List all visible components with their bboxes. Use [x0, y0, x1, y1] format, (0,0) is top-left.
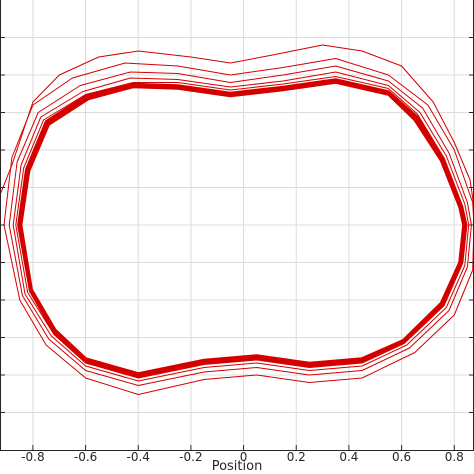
x-tick-label: 0.2	[287, 450, 306, 464]
x-tick-label: -0.6	[74, 450, 97, 464]
x-tick-label: -0.4	[127, 450, 150, 464]
trajectory-line	[0, 44, 474, 208]
x-axis-label: Position	[212, 459, 263, 474]
x-tick-label: -0.8	[21, 450, 44, 464]
trajectory-line	[12, 71, 470, 382]
x-tick-label: 0.8	[445, 450, 464, 464]
x-tick-label: 0.6	[392, 450, 411, 464]
x-tick-label: 0	[240, 450, 248, 464]
trajectory-line	[19, 81, 465, 375]
trajectory-line	[8, 65, 472, 386]
x-tick-label: -0.2	[179, 450, 202, 464]
grid	[0, 0, 474, 450]
x-tick-label: 0.4	[339, 450, 358, 464]
